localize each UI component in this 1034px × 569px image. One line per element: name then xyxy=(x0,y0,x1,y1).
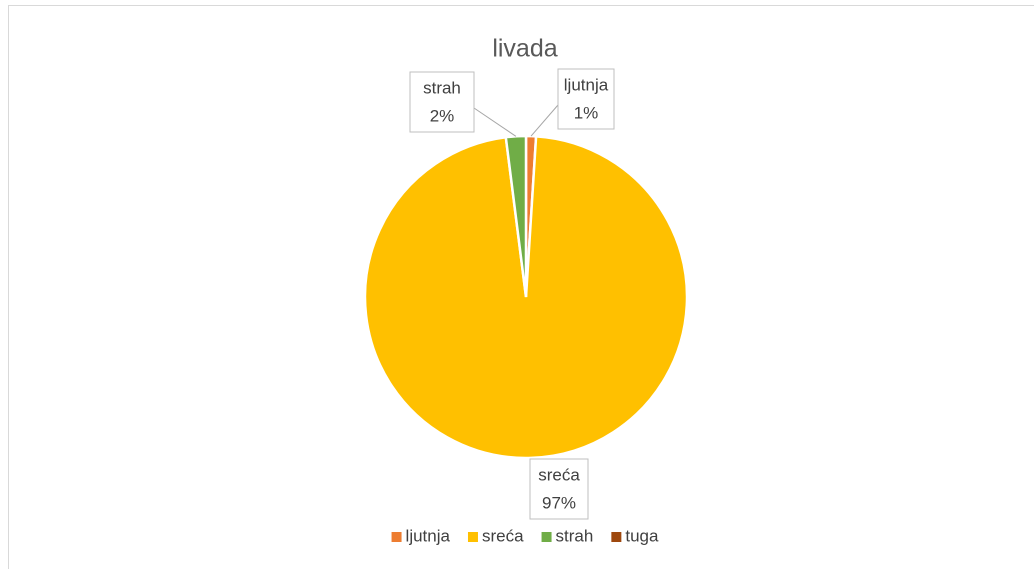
pie-slice xyxy=(363,134,689,460)
data-label-name: sreća xyxy=(538,465,580,484)
data-label-value: 97% xyxy=(542,493,576,512)
data-label-value: 2% xyxy=(430,106,455,125)
data-label-name: ljutnja xyxy=(564,75,609,94)
legend-label: sreća xyxy=(482,526,524,545)
legend-swatch xyxy=(541,532,552,542)
data-label-box xyxy=(409,71,475,133)
leader-line xyxy=(530,104,559,137)
legend-swatch xyxy=(467,532,478,542)
legend-swatch xyxy=(391,532,402,542)
legend-swatch xyxy=(611,532,622,542)
legend-label: strah xyxy=(556,526,594,545)
legend-label: ljutnja xyxy=(406,526,451,545)
data-label-name: strah xyxy=(423,78,461,97)
legend-label: tuga xyxy=(625,526,659,545)
data-label-box xyxy=(557,68,615,130)
leader-line xyxy=(473,107,517,137)
chart-title: livada xyxy=(492,35,557,63)
data-label-box xyxy=(529,458,589,520)
data-label-value: 1% xyxy=(574,103,599,122)
